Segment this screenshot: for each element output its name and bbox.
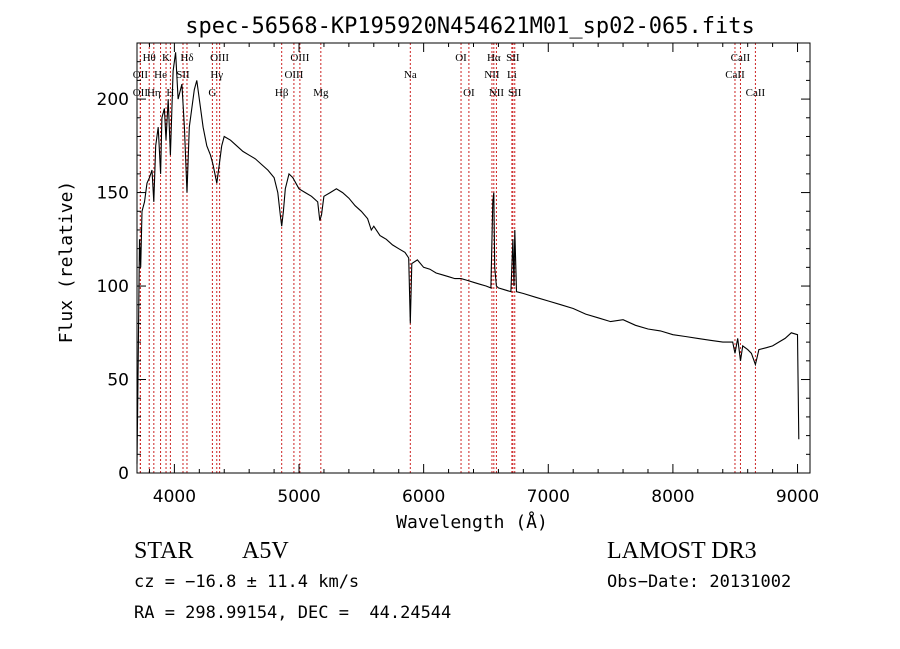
line-label-15: Mg xyxy=(313,87,329,99)
x-tick-label-3: 7000 xyxy=(527,487,570,507)
line-label-10: Hγ xyxy=(210,69,223,81)
spectrum-line xyxy=(136,52,800,464)
x-tick-label-2: 6000 xyxy=(402,487,445,507)
line-label-6: H xyxy=(166,87,174,99)
line-label-4: K xyxy=(162,52,170,64)
redshift-text: cz = −16.8 ± 11.4 km/s xyxy=(134,572,360,592)
line-label-3: OII xyxy=(133,87,149,99)
line-label-9: OIII xyxy=(210,52,229,64)
x-tick-label-0: 4000 xyxy=(153,487,196,507)
line-label-13: OIII xyxy=(290,52,309,64)
y-tick-label-4: 200 xyxy=(97,90,129,110)
coordinates: RA = 298.99154, DEC = 44.24544 xyxy=(134,603,452,623)
plot-frame xyxy=(136,42,811,474)
chart-title: spec-56568-KP195920N454621M01_sp02-065.f… xyxy=(185,14,755,39)
line-label-24: SII xyxy=(508,87,522,99)
y-tick-label-1: 50 xyxy=(107,371,129,391)
line-label-2: Hη xyxy=(147,87,161,99)
x-tick-label-5: 9000 xyxy=(776,487,819,507)
line-label-12: Hβ xyxy=(275,87,289,99)
y-tick-label-0: 0 xyxy=(118,464,129,484)
line-label-11: G xyxy=(208,87,216,99)
line-label-7: Hδ xyxy=(180,52,193,64)
y-tick-label-3: 150 xyxy=(97,184,129,204)
y-axis-label: Flux (relative) xyxy=(56,181,77,344)
line-label-22: SII xyxy=(506,52,520,64)
line-label-14: OIII xyxy=(284,69,303,81)
x-tick-label-1: 5000 xyxy=(277,487,320,507)
line-label-27: CaII xyxy=(746,87,766,99)
x-axis-ticks: 4000 5000 6000 7000 8000 9000 xyxy=(148,43,819,507)
line-label-20: NII xyxy=(484,69,500,81)
line-label-25: CaII xyxy=(731,52,751,64)
line-label-5: He xyxy=(154,69,167,81)
line-label-0: Hθ xyxy=(143,52,156,64)
line-label-26: CaII xyxy=(725,69,745,81)
line-label-1: OII xyxy=(133,69,149,81)
obs-date: Obs−Date: 20131002 xyxy=(607,572,792,592)
line-label-23: Li xyxy=(507,69,517,81)
line-label-16: Na xyxy=(404,69,417,81)
line-label-17: OI xyxy=(455,52,467,64)
line-label-8: SII xyxy=(176,69,190,81)
line-label-18: OI xyxy=(463,87,475,99)
object-class: STAR xyxy=(134,538,194,564)
y-axis-ticks: 0 50 100 150 200 xyxy=(97,61,810,484)
emission-line-markers xyxy=(139,43,756,473)
survey-name: LAMOST DR3 xyxy=(607,538,757,564)
line-label-21: NII xyxy=(489,87,505,99)
object-subclass: A5V xyxy=(242,538,289,564)
line-label-19: Hα xyxy=(487,52,501,64)
y-tick-label-2: 100 xyxy=(97,277,129,297)
x-tick-label-4: 8000 xyxy=(651,487,694,507)
x-axis-label: Wavelength (Å) xyxy=(396,511,548,533)
